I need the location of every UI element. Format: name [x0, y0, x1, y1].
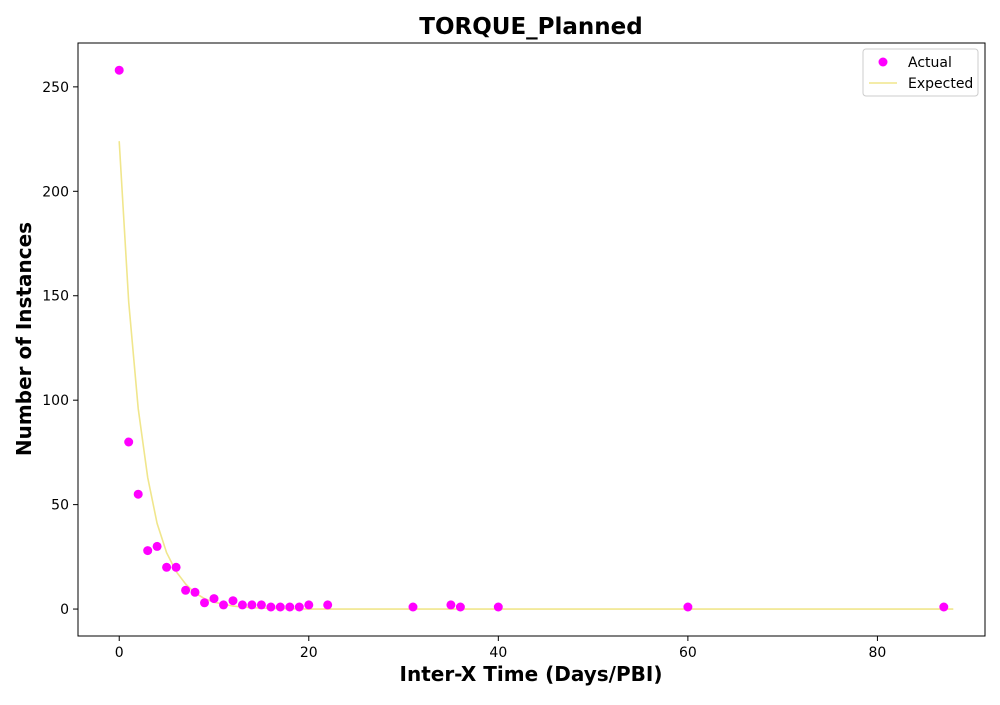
data-point: [455, 602, 465, 612]
y-axis-label: Number of Instances: [12, 222, 36, 456]
data-point: [408, 602, 418, 612]
data-point: [683, 602, 693, 612]
data-point: [152, 541, 162, 551]
x-tick-label: 60: [679, 645, 697, 661]
y-tick-label: 50: [51, 498, 69, 514]
plot-area: 0 20 40 60 80 0 50 100 150 200 250: [42, 42, 986, 661]
chart-title: TORQUE_Planned: [419, 14, 642, 40]
x-tick-label: 80: [869, 645, 887, 661]
x-tick-label: 0: [115, 645, 124, 661]
data-point: [219, 600, 228, 610]
data-point: [256, 600, 266, 610]
data-point: [181, 585, 191, 595]
data-point: [209, 594, 219, 604]
data-point: [114, 65, 124, 75]
data-point: [304, 600, 314, 610]
data-point: [285, 602, 295, 612]
data-point: [190, 587, 200, 597]
x-axis-label: Inter-X Time (Days/PBI): [400, 662, 663, 686]
data-point: [247, 600, 257, 610]
y-tick-label: 100: [42, 393, 69, 409]
data-point: [493, 602, 503, 612]
data-point: [171, 562, 181, 572]
x-tick-label: 40: [489, 645, 507, 661]
expected-line: [118, 141, 954, 610]
plot-frame: [77, 42, 986, 637]
data-point: [237, 600, 247, 610]
data-point: [266, 602, 276, 612]
legend-label: Actual: [908, 55, 952, 71]
data-point: [133, 489, 143, 499]
data-point: [939, 602, 949, 612]
legend-label: Expected: [908, 76, 973, 92]
legend-box: [862, 48, 979, 97]
legend: Actual Expected: [862, 48, 979, 97]
data-point: [124, 437, 134, 447]
data-point: [228, 596, 238, 606]
data-point: [275, 602, 285, 612]
y-tick-label: 200: [42, 184, 69, 200]
data-point: [323, 600, 333, 610]
legend-marker-actual: [878, 57, 888, 67]
x-tick-label: 20: [300, 645, 318, 661]
y-tick-label: 150: [42, 289, 69, 305]
data-point: [294, 602, 304, 612]
data-point: [143, 546, 153, 556]
data-point: [446, 600, 456, 610]
y-tick-label: 0: [60, 602, 69, 618]
data-point: [162, 562, 172, 572]
data-point: [200, 598, 209, 608]
y-tick-label: 250: [42, 80, 69, 96]
